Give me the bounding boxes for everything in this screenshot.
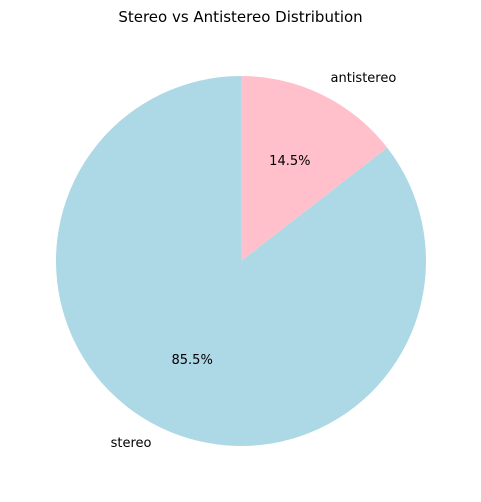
chart-title: Stereo vs Antistereo Distribution xyxy=(118,8,362,26)
pie-labels: stereo 85.5% antistereo 14.5% xyxy=(111,71,397,451)
percent-label-stereo: 85.5% xyxy=(172,353,213,368)
pie-slice-antistereo xyxy=(241,76,388,261)
percent-label-antistereo: 14.5% xyxy=(269,154,310,169)
slice-label-stereo: stereo xyxy=(111,436,152,451)
slice-label-antistereo: antistereo xyxy=(331,71,397,86)
pie-slice-stereo xyxy=(56,76,427,447)
pie-slices xyxy=(56,76,427,447)
